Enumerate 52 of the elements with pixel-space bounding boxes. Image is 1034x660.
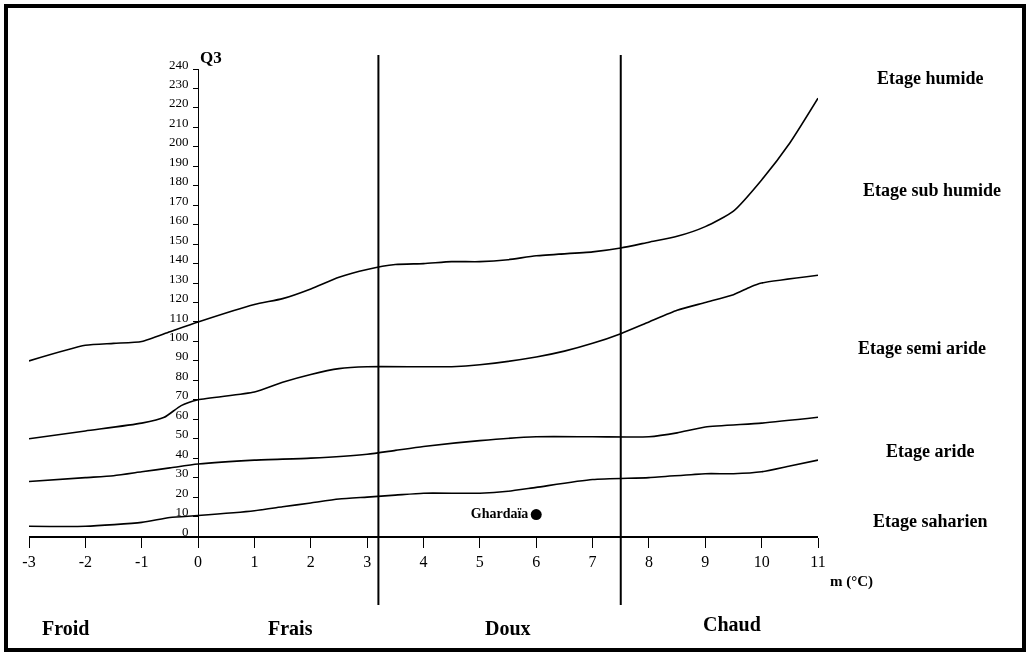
text: Etage humide xyxy=(877,68,984,88)
y-tick-label: 40 xyxy=(175,445,189,461)
text: Frais xyxy=(268,617,313,639)
y-tick-label: 30 xyxy=(175,465,189,481)
x-tick-label: 11 xyxy=(810,552,826,570)
y-tick-label: 200 xyxy=(168,134,189,150)
y-tick-label: 20 xyxy=(175,484,189,500)
y-tick-label: 160 xyxy=(168,212,189,228)
x-tick-label: -2 xyxy=(78,552,93,570)
x-tick-label: 4 xyxy=(419,552,428,570)
x-tick-label: -1 xyxy=(135,552,149,570)
y-tick-label: 0 xyxy=(181,523,189,539)
x-tick-label: 6 xyxy=(532,552,541,570)
x-tick-label: 2 xyxy=(306,552,315,570)
y-tick-label: 130 xyxy=(168,270,189,286)
x-tick-label: 5 xyxy=(475,552,484,570)
y-tick-label: 120 xyxy=(168,290,189,306)
text: Etage sub humide xyxy=(863,180,1002,200)
y-tick-label: 230 xyxy=(168,76,189,92)
text: Etage saharien xyxy=(873,511,988,531)
y-tick-label: 110 xyxy=(169,309,189,325)
text: Chaud xyxy=(703,613,761,635)
y-axis-title: Q3 xyxy=(200,48,222,67)
y-tick-label: 210 xyxy=(168,114,189,130)
text: Froid xyxy=(42,617,90,639)
y-tick-label: 140 xyxy=(168,251,189,267)
y-tick-label: 80 xyxy=(175,367,189,383)
x-tick-label: 10 xyxy=(753,552,770,570)
y-tick-label: 90 xyxy=(175,348,189,364)
x-tick-label: 0 xyxy=(194,552,203,570)
x-tick-label: 9 xyxy=(701,552,710,570)
y-tick-label: 190 xyxy=(168,153,189,169)
text: Etage semi aride xyxy=(858,338,986,358)
x-tick-label: -3 xyxy=(22,552,36,570)
y-tick-label: 150 xyxy=(168,231,189,247)
x-tick-label: 1 xyxy=(250,552,259,570)
text: Doux xyxy=(485,617,531,639)
x-tick-label: 7 xyxy=(588,552,597,570)
y-tick-label: 220 xyxy=(168,95,189,111)
series-label: Ghardaïa xyxy=(470,506,529,522)
y-tick-label: 10 xyxy=(175,504,189,520)
y-tick-label: 60 xyxy=(175,406,189,422)
y-tick-label: 180 xyxy=(168,173,189,189)
y-tick-label: 50 xyxy=(175,426,189,442)
text: Etage aride xyxy=(886,441,975,461)
x-tick-label: 8 xyxy=(644,552,653,570)
x-axis-title: m (°C) xyxy=(830,573,874,590)
y-tick-label: 240 xyxy=(168,56,189,72)
y-tick-label: 100 xyxy=(168,328,189,344)
y-tick-label: 170 xyxy=(168,192,189,208)
y-tick-label: 70 xyxy=(175,387,189,403)
x-tick-label: 3 xyxy=(363,552,372,570)
